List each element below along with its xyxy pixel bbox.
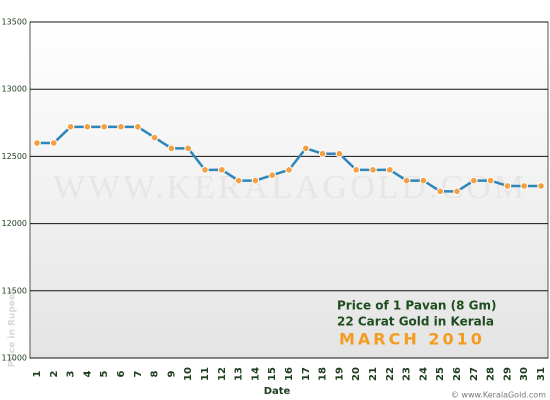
- x-tick-label: 28: [486, 367, 497, 381]
- marker: [285, 166, 293, 174]
- marker: [302, 144, 310, 153]
- y-tick-label: 12500: [2, 152, 27, 161]
- x-tick-label: 12: [217, 367, 228, 381]
- marker: [150, 133, 159, 142]
- marker: [520, 182, 529, 190]
- x-tick-label: 6: [116, 370, 127, 377]
- x-tick-label: 30: [519, 367, 530, 381]
- x-tick-label: 8: [150, 370, 161, 377]
- x-tick-label: 27: [469, 367, 480, 381]
- marker: [184, 144, 192, 153]
- marker: [100, 123, 108, 131]
- x-tick-label: 3: [66, 370, 77, 377]
- x-tick-label: 19: [334, 367, 345, 381]
- x-tick-label: 22: [385, 367, 396, 381]
- marker: [167, 144, 176, 153]
- x-tick-label: 20: [351, 367, 362, 381]
- marker: [453, 187, 461, 196]
- marker: [419, 176, 428, 185]
- x-tick-label: 31: [536, 367, 547, 381]
- x-tick-label: 13: [234, 367, 245, 381]
- marker: [134, 123, 142, 131]
- y-tick-label: 13500: [2, 18, 27, 27]
- marker: [234, 176, 243, 185]
- y-tick-label: 13000: [2, 85, 27, 94]
- marker: [268, 171, 277, 180]
- watermark: WWW.KERALAGOLD.COM: [53, 169, 527, 206]
- x-tick-label: 9: [166, 370, 177, 377]
- marker: [218, 166, 226, 174]
- marker: [33, 139, 41, 147]
- marker: [318, 149, 327, 158]
- x-tick-label: 18: [318, 367, 329, 381]
- marker: [50, 139, 58, 147]
- marker: [117, 123, 125, 131]
- x-tick-label: 7: [133, 370, 144, 377]
- x-tick-label: 17: [301, 367, 312, 381]
- x-tick-label: 25: [435, 367, 446, 381]
- x-tick-label: 29: [502, 367, 513, 381]
- marker: [352, 166, 361, 174]
- x-tick-label: 4: [82, 370, 93, 377]
- marker: [201, 166, 209, 174]
- annotation: 22 Carat Gold in Kerala: [337, 315, 494, 329]
- marker: [436, 187, 445, 196]
- y-tick-label: 12000: [2, 219, 27, 228]
- marker: [486, 176, 495, 185]
- x-tick-label: 11: [200, 367, 211, 381]
- x-tick-label: 26: [452, 367, 463, 381]
- marker: [503, 182, 512, 190]
- y-axis-label: Price in Rupees: [8, 289, 18, 368]
- marker: [537, 182, 545, 190]
- copyright: © www.KeralaGold.com: [451, 391, 546, 400]
- marker: [369, 166, 377, 174]
- x-tick-label: 2: [49, 370, 60, 377]
- x-tick-label: 21: [368, 367, 379, 381]
- x-tick-label: 10: [183, 367, 194, 381]
- x-tick-label: 1: [32, 370, 43, 377]
- annotation: Price of 1 Pavan (8 Gm): [337, 299, 497, 313]
- marker: [335, 149, 344, 158]
- x-tick-label: 24: [418, 367, 429, 381]
- marker: [251, 176, 260, 185]
- x-axis-label: Date: [264, 386, 291, 397]
- marker: [402, 176, 411, 185]
- period: MARCH 2010: [339, 330, 485, 349]
- x-tick-label: 16: [284, 367, 295, 381]
- y-tick-label: 11000: [2, 354, 27, 363]
- marker: [386, 166, 394, 174]
- marker: [470, 176, 478, 185]
- x-tick-label: 14: [250, 367, 261, 381]
- x-tick-label: 15: [267, 367, 278, 381]
- marker: [83, 123, 92, 131]
- y-tick-label: 11500: [2, 286, 27, 295]
- plot-area: [29, 21, 549, 359]
- x-tick-label: 23: [402, 367, 413, 381]
- marker: [66, 123, 75, 131]
- x-tick-label: 5: [99, 370, 110, 377]
